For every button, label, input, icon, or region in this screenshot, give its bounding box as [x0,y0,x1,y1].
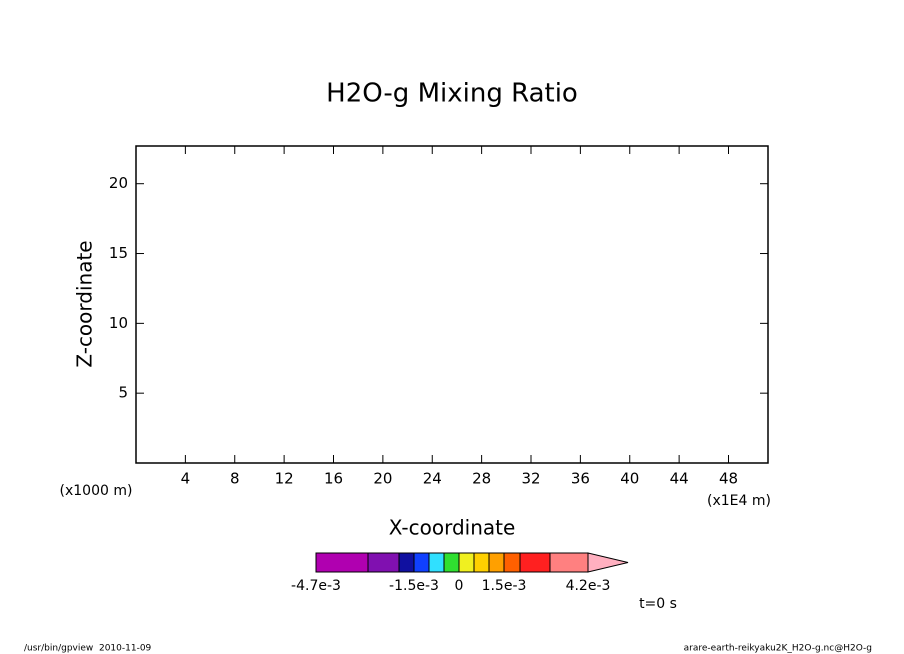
colorbar-label: -1.5e-3 [389,578,439,594]
x-tick-label: 24 [423,470,442,488]
y-tick-label: 5 [118,384,128,402]
x-tick-label: 48 [719,470,738,488]
colorbar-segment [367,552,400,573]
x-tick-label: 40 [620,470,639,488]
plot-frame [135,145,769,464]
colorbar-label: -4.7e-3 [291,578,341,594]
colorbar-label: 0 [455,578,464,594]
colorbar-segment [398,552,415,573]
y-tick-label: 15 [109,244,128,262]
chart-title: H2O-g Mixing Ratio [326,79,578,109]
colorbar-segment [519,552,551,573]
time-label: t=0 s [639,596,677,612]
x-tick-label: 20 [373,470,392,488]
y-tick-label: 20 [109,174,128,192]
colorbar-segment [503,552,521,573]
colorbar-segment [428,552,445,573]
x-tick-label: 4 [181,470,191,488]
colorbar-label: 1.5e-3 [482,578,527,594]
x-unit: (x1E4 m) [707,493,771,509]
colorbar-segment [315,552,369,573]
x-tick-label: 44 [670,470,689,488]
x-axis-title: X-coordinate [389,516,516,540]
colorbar-segment [473,552,490,573]
x-tick-label: 16 [324,470,343,488]
colorbar-segment [443,552,460,573]
colorbar-segment [488,552,505,573]
colorbar-segment [413,552,430,573]
x-tick-label: 32 [521,470,540,488]
x-tick-label: 8 [230,470,240,488]
y-axis-title: Z-coordinate [73,240,97,367]
x-tick-label: 12 [275,470,294,488]
colorbar-arrow [587,552,629,573]
footer-left: /usr/bin/gpview 2010-11-09 [24,644,152,654]
x-tick-label: 36 [571,470,590,488]
colorbar-label: 4.2e-3 [566,578,611,594]
footer-right: arare-earth-reikyaku2K_H2O-g.nc@H2O-g [684,644,872,654]
y-unit: (x1000 m) [60,483,133,499]
colorbar-segment [549,552,589,573]
x-tick-label: 28 [472,470,491,488]
colorbar-segment [458,552,475,573]
y-tick-label: 10 [109,314,128,332]
